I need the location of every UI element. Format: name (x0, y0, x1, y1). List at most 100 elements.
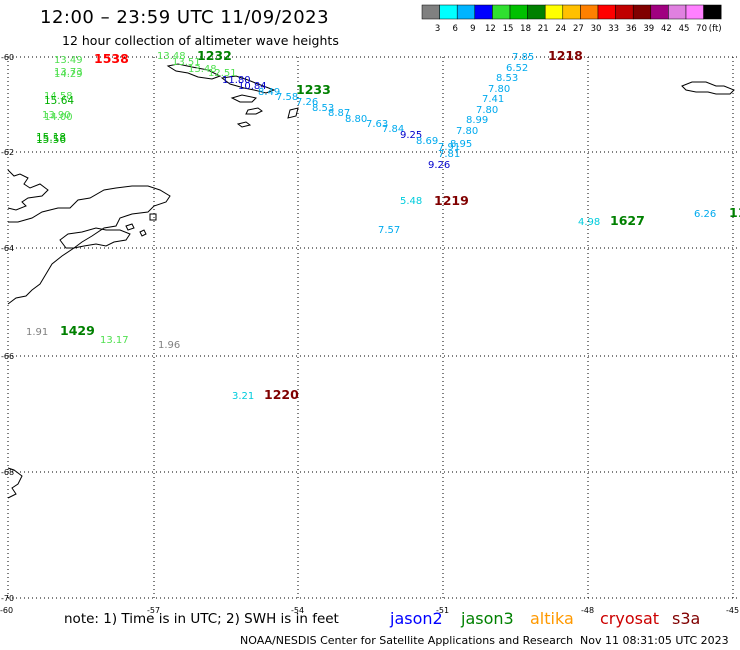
wave-height-value: 6.52 (506, 63, 528, 74)
credit-line: NOAA/NESDIS Center for Satellite Applica… (240, 634, 574, 647)
wave-height-value: 13.49 (54, 55, 83, 66)
color-swatch (703, 4, 722, 20)
color-scale-label: 39 (643, 24, 654, 34)
satellite-legend-cryosat: cryosat (600, 609, 660, 628)
coast-joinville-island (59, 227, 131, 249)
wave-height-value: 12.51 (208, 68, 237, 79)
generated-timestamp: Nov 11 08:31:05 UTC 2023 (580, 634, 729, 647)
wave-height-value: 8.53 (312, 103, 334, 114)
wave-height-value: 8.69 (416, 136, 438, 147)
wave-height-value: 7.26 (296, 97, 318, 108)
wave-height-value: 8.99 (466, 115, 488, 126)
wave-height-value: 13.48 (188, 64, 217, 75)
latitude-label: -64 (1, 244, 14, 253)
color-scale-label: 33 (608, 24, 619, 34)
wave-height-value: 4.98 (578, 217, 600, 228)
longitude-label: -60 (0, 606, 13, 615)
color-scale-label: 12 (485, 24, 496, 34)
wave-height-value: 7.57 (378, 225, 400, 236)
wave-height-value: 8.80 (345, 114, 367, 125)
color-scale-label: (ft) (709, 24, 722, 34)
coast-south-orkney (681, 81, 735, 95)
satellite-legend-jason2: jason2 (390, 609, 443, 628)
pass-time-label: 1232 (197, 48, 232, 63)
longitude-label: -48 (581, 606, 594, 615)
color-scale-legend: 3 6 9 12 15 18 21 24 27 30 33 36 39 42 45 70 (ft) (421, 4, 722, 34)
latitude-label: -68 (1, 468, 14, 477)
color-scale-label: 18 (520, 24, 531, 34)
color-scale-label: 45 (679, 24, 690, 34)
latitude-label: -62 (1, 148, 14, 157)
color-scale-label: 70 (696, 24, 707, 34)
color-scale-label: 6 (452, 24, 457, 34)
wave-height-value: 7.80 (488, 84, 510, 95)
coast-antarctic-peninsula (7, 169, 171, 305)
footnote: note: 1) Time is in UTC; 2) SWH is in fe… (64, 611, 339, 627)
wave-height-value: 13.51 (172, 57, 201, 68)
color-scale-label: 24 (555, 24, 566, 34)
wave-height-value: 13.17 (100, 335, 129, 346)
wave-height-value: 7.81 (438, 149, 460, 160)
wave-height-value: 10.84 (238, 81, 267, 92)
wave-height-value: 8.49 (258, 87, 280, 98)
wave-height-value: 7.80 (456, 126, 478, 137)
latitude-label: -60 (1, 53, 14, 62)
wave-height-value: 7.84 (382, 124, 404, 135)
wave-height-value: 8.87 (328, 108, 350, 119)
wave-height-value: 5.48 (400, 196, 422, 207)
color-scale-label: 21 (538, 24, 549, 34)
wave-height-value: 11.80 (222, 75, 251, 86)
pass-time-label: 1218 (548, 48, 583, 63)
coast-small-islands (125, 213, 157, 237)
longitude-label: -51 (436, 606, 449, 615)
pass-time-label: 1538 (94, 51, 129, 66)
pass-time-label: 1233 (296, 82, 331, 97)
wave-height-value: 13.73 (54, 67, 83, 78)
wave-height-value: 8.95 (450, 139, 472, 150)
latitude-label: -66 (1, 352, 14, 361)
color-scale-label: 27 (573, 24, 584, 34)
coastlines (7, 63, 735, 499)
wave-height-value: 7.80 (476, 105, 498, 116)
longitude-label: -57 (147, 606, 160, 615)
map-subtitle: 12 hour collection of altimeter wave hei… (62, 33, 339, 48)
wave-height-value: 9.26 (428, 160, 450, 171)
color-scale-label: 3 (435, 24, 440, 34)
wave-height-value: 13.90 (42, 110, 71, 121)
color-scale-label: 36 (626, 24, 637, 34)
pass-time-label: 1429 (60, 323, 95, 338)
wave-height-value: 15.56 (36, 134, 66, 146)
graticule (7, 56, 740, 600)
color-scale-label: 9 (470, 24, 475, 34)
wave-height-value: 6.26 (694, 209, 716, 220)
satellite-legend-altika: altika (530, 609, 574, 628)
pass-time-label: 1220 (264, 387, 299, 402)
pass-time-label: 1627 (610, 213, 645, 228)
longitude-label: -45 (726, 606, 739, 615)
wave-height-value: 7.91 (438, 142, 460, 153)
axis-labels: -60 -62 -64 -66 -68 -70 -60 -57 -54 -51 -48 -45 (0, 53, 739, 615)
color-scale-label: 42 (661, 24, 672, 34)
wave-height-value: 7.63 (366, 119, 388, 130)
wave-height-value: 7.41 (482, 94, 504, 105)
pass-time-label: 11 (729, 205, 740, 220)
wave-height-value: 1.96 (158, 340, 180, 351)
wave-height-value: 15.18 (36, 132, 66, 144)
wave-height-value: 9.25 (400, 130, 422, 141)
wave-height-value: 7.85 (512, 52, 534, 63)
color-scale-label: 30 (591, 24, 602, 34)
longitude-label: -54 (291, 606, 304, 615)
latitude-label: -70 (1, 594, 14, 603)
color-scale-label: 15 (503, 24, 514, 34)
wave-height-value: 13.48 (157, 51, 186, 62)
wave-height-value: 8.53 (496, 73, 518, 84)
coast-south-edge (7, 467, 23, 499)
wave-height-value: 3.21 (232, 391, 254, 402)
satellite-legend-s3a: s3a (672, 609, 701, 628)
satellite-legend-jason3: jason3 (461, 609, 514, 628)
coast-shetland-islands (166, 63, 299, 128)
wave-height-value: 14.58 (44, 91, 73, 102)
map-title: 12:00 – 23:59 UTC 11/09/2023 (40, 7, 330, 28)
